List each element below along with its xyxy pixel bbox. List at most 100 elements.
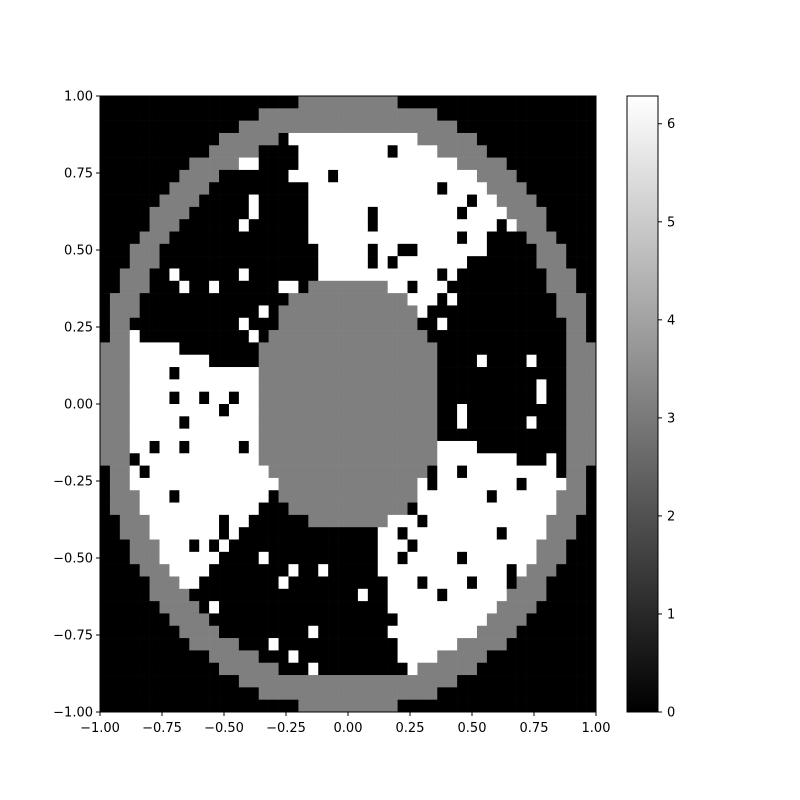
heatmap-cell bbox=[357, 108, 369, 121]
heatmap-cell bbox=[248, 145, 260, 158]
heatmap-cell bbox=[189, 354, 200, 368]
heatmap-cell bbox=[119, 317, 131, 331]
heatmap-cell bbox=[496, 638, 508, 651]
heatmap-cell bbox=[367, 404, 379, 417]
heatmap-cell bbox=[476, 367, 488, 380]
heatmap-cell bbox=[139, 96, 150, 109]
heatmap-cell bbox=[536, 638, 547, 651]
heatmap-cell bbox=[516, 342, 527, 356]
heatmap-cell bbox=[318, 367, 329, 380]
heatmap-cell bbox=[566, 243, 577, 257]
heatmap-cell bbox=[367, 638, 379, 651]
heatmap-cell bbox=[238, 280, 250, 294]
heatmap-cell bbox=[407, 453, 418, 466]
heatmap-cell bbox=[100, 625, 111, 639]
heatmap-cell bbox=[288, 514, 299, 528]
heatmap-cell bbox=[486, 219, 498, 232]
heatmap-cell bbox=[159, 527, 170, 540]
x-tick-label: 0.00 bbox=[334, 721, 363, 736]
heatmap-cell bbox=[556, 157, 567, 171]
heatmap-cell bbox=[258, 502, 269, 516]
heatmap-cell bbox=[308, 194, 319, 208]
heatmap-cell bbox=[427, 280, 438, 294]
heatmap-cell bbox=[209, 379, 220, 392]
heatmap-cell bbox=[119, 416, 131, 429]
heatmap-cell bbox=[288, 477, 299, 491]
heatmap-cell bbox=[397, 564, 408, 577]
heatmap-cell bbox=[109, 157, 121, 171]
heatmap-cell bbox=[437, 440, 448, 454]
heatmap-cell bbox=[278, 564, 289, 577]
heatmap-cell bbox=[199, 231, 210, 245]
heatmap-cell bbox=[318, 182, 329, 195]
heatmap-cell bbox=[437, 453, 448, 466]
heatmap-cell bbox=[536, 157, 547, 171]
heatmap-cell bbox=[119, 576, 131, 590]
heatmap-cell bbox=[129, 206, 140, 220]
heatmap-cell bbox=[556, 280, 567, 294]
heatmap-cell bbox=[109, 564, 121, 577]
heatmap-cell bbox=[179, 576, 190, 590]
heatmap-cell bbox=[586, 231, 597, 245]
heatmap-cell bbox=[486, 564, 498, 577]
heatmap-cell bbox=[427, 576, 438, 590]
heatmap-cell bbox=[526, 120, 537, 134]
heatmap-cell bbox=[387, 662, 398, 676]
heatmap-cell bbox=[278, 206, 289, 220]
heatmap-cell bbox=[566, 613, 577, 627]
heatmap-cell bbox=[308, 367, 319, 380]
heatmap-cell bbox=[179, 305, 190, 319]
heatmap-cell bbox=[367, 280, 379, 294]
heatmap-cell bbox=[298, 416, 309, 429]
heatmap-cell bbox=[348, 317, 359, 331]
heatmap-cell bbox=[189, 428, 200, 442]
heatmap-cell bbox=[278, 256, 289, 269]
heatmap-cell bbox=[486, 317, 498, 331]
heatmap-cell bbox=[298, 145, 309, 158]
heatmap-cell bbox=[149, 588, 160, 602]
heatmap-cell bbox=[238, 391, 250, 405]
heatmap-cell bbox=[377, 650, 388, 664]
heatmap-cell bbox=[278, 650, 289, 664]
heatmap-cell bbox=[209, 280, 220, 294]
heatmap-cell bbox=[377, 601, 388, 614]
heatmap-cell bbox=[338, 453, 349, 466]
heatmap-cell bbox=[486, 490, 498, 503]
heatmap-cell bbox=[387, 243, 398, 257]
heatmap-cell bbox=[129, 404, 140, 417]
heatmap-cell bbox=[169, 367, 180, 380]
heatmap-cell bbox=[298, 490, 309, 503]
heatmap-cell bbox=[328, 268, 339, 282]
heatmap-cell bbox=[516, 96, 527, 109]
heatmap-cell bbox=[219, 391, 230, 405]
heatmap-cell bbox=[506, 465, 517, 479]
heatmap-cell bbox=[338, 428, 349, 442]
heatmap-cell bbox=[377, 638, 388, 651]
heatmap-cell bbox=[526, 428, 537, 442]
heatmap-cell bbox=[506, 428, 517, 442]
heatmap-cell bbox=[119, 391, 131, 405]
heatmap-cell bbox=[149, 477, 160, 491]
heatmap-cell bbox=[427, 428, 438, 442]
heatmap-cell bbox=[397, 453, 408, 466]
heatmap-cell bbox=[457, 662, 468, 676]
heatmap-cell bbox=[338, 404, 349, 417]
heatmap-cell bbox=[437, 576, 448, 590]
heatmap-cell bbox=[377, 687, 388, 700]
heatmap-cell bbox=[476, 490, 488, 503]
heatmap-cell bbox=[427, 120, 438, 134]
heatmap-cell bbox=[338, 268, 349, 282]
heatmap-cell bbox=[516, 539, 527, 553]
heatmap-cell bbox=[268, 404, 279, 417]
heatmap-cell bbox=[467, 145, 478, 158]
heatmap-cell bbox=[576, 440, 587, 454]
heatmap-cell bbox=[209, 539, 220, 553]
heatmap-cell bbox=[238, 293, 250, 306]
heatmap-cell bbox=[417, 354, 428, 368]
heatmap-cell bbox=[288, 342, 299, 356]
heatmap-cell bbox=[476, 354, 488, 368]
heatmap-cell bbox=[427, 638, 438, 651]
heatmap-cell bbox=[149, 243, 160, 257]
heatmap-cell bbox=[467, 305, 478, 319]
heatmap-cell bbox=[129, 354, 140, 368]
